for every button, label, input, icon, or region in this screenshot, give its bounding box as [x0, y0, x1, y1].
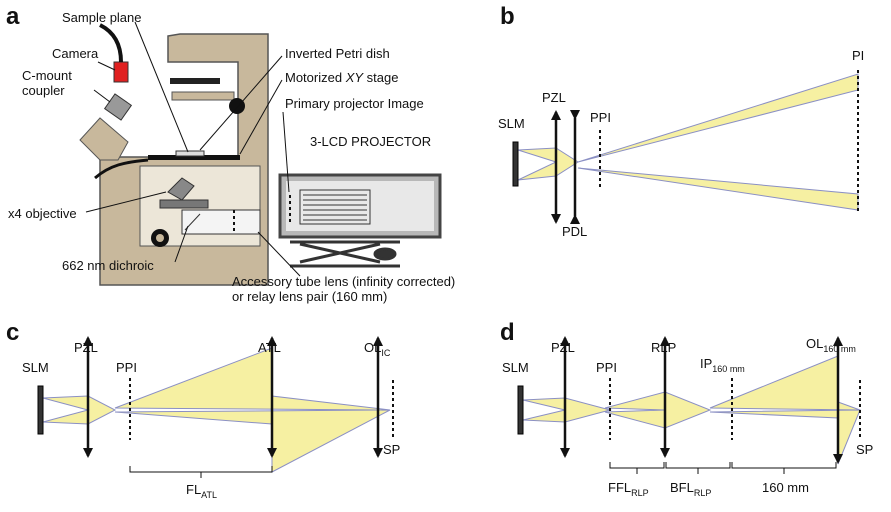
label: SLM [502, 360, 529, 375]
label-sub: ATL [201, 490, 217, 500]
focus-knob-center [156, 234, 164, 242]
label-main: FL [186, 482, 201, 497]
bracket [666, 462, 730, 474]
ray-bundle [115, 410, 390, 472]
label-sub: 160 mm [712, 364, 745, 374]
label-part: XY [345, 70, 365, 85]
label-line: Accessory tube lens (infinity corrected) [232, 274, 455, 289]
leader [94, 90, 110, 102]
label: PI [852, 48, 864, 63]
label: Camera [52, 46, 99, 61]
label: 662 nm dichroic [62, 258, 154, 273]
label: Sample plane [62, 10, 142, 25]
panel-label: a [6, 3, 20, 30]
ray-bundle [578, 168, 858, 210]
label-sub: 160 mm [823, 344, 856, 354]
label-part: stage [363, 70, 398, 85]
camera-body [114, 62, 128, 82]
condenser-arm [172, 92, 234, 100]
label-line: C-mount [22, 68, 72, 83]
label: SP [383, 442, 400, 457]
label: BFLRLP [670, 480, 711, 498]
panel-label: b [500, 3, 515, 30]
tube-lens [182, 210, 260, 234]
slm [38, 386, 43, 434]
camera-cable [100, 25, 121, 62]
bracket [130, 466, 272, 478]
label: Primary projector Image [285, 96, 424, 111]
label-sub: RLP [631, 488, 649, 498]
label-line: coupler [22, 83, 65, 98]
label-part: Motorized [285, 70, 346, 85]
slm [513, 142, 518, 186]
label: OL160 mm [806, 336, 856, 354]
label: Inverted Petri dish [285, 46, 390, 61]
scissor-stand [290, 242, 400, 266]
petri-dish [176, 151, 204, 156]
knob [229, 98, 245, 114]
label-sub: RLP [694, 488, 712, 498]
label: SLM [498, 116, 525, 131]
label-main: IP [700, 356, 712, 371]
label: SLM [22, 360, 49, 375]
bracket [732, 462, 836, 474]
label: PDL [562, 224, 587, 239]
label: PPI [590, 110, 611, 125]
label: PZL [551, 340, 575, 355]
label-main: BFL [670, 480, 694, 495]
label: PZL [74, 340, 98, 355]
leader [98, 62, 115, 70]
ray-bundle [115, 348, 390, 410]
label: RLP [651, 340, 676, 355]
figure: a Sample plane Camera C-mountcoupler Inv… [0, 0, 891, 512]
ray-bundle [523, 398, 610, 422]
label: Motorized XY stage [285, 70, 398, 85]
label: Accessory tube lens (infinity corrected)… [232, 274, 455, 304]
label: PZL [542, 90, 566, 105]
eyepiece [80, 118, 128, 160]
label: 160 mm [762, 480, 809, 495]
ray-bundle [578, 74, 858, 162]
panel-label: c [6, 319, 19, 346]
panel-b: b SLM PZL PPI PDL PI [498, 3, 864, 239]
ray-bundle [43, 396, 115, 424]
panel-c: c SLM PZL PPI ATL OLIC SP FLATL [6, 319, 400, 500]
label-line: or relay lens pair (160 mm) [232, 289, 387, 304]
label: ATL [258, 340, 281, 355]
panel-d: d SLM PZL PPI RLP IP160 mm OL160 mm SP F… [500, 319, 873, 498]
label-main: OL [806, 336, 823, 351]
panel-label: d [500, 319, 515, 346]
label-main: OL [364, 340, 381, 355]
label: x4 objective [8, 206, 77, 221]
bracket [610, 462, 664, 474]
c-mount [105, 94, 132, 120]
ray-bundle [605, 392, 710, 428]
slm [518, 386, 523, 434]
lamp [170, 78, 220, 84]
nosepiece [160, 200, 208, 208]
label: FFLRLP [608, 480, 649, 498]
label-main: FFL [608, 480, 631, 495]
label-sub: IC [381, 348, 391, 358]
label: FLATL [186, 482, 217, 500]
ray-bundle [518, 148, 578, 180]
label: 3-LCD PROJECTOR [310, 134, 431, 149]
label: PPI [116, 360, 137, 375]
label: SP [856, 442, 873, 457]
label: IP160 mm [700, 356, 745, 374]
label: PPI [596, 360, 617, 375]
